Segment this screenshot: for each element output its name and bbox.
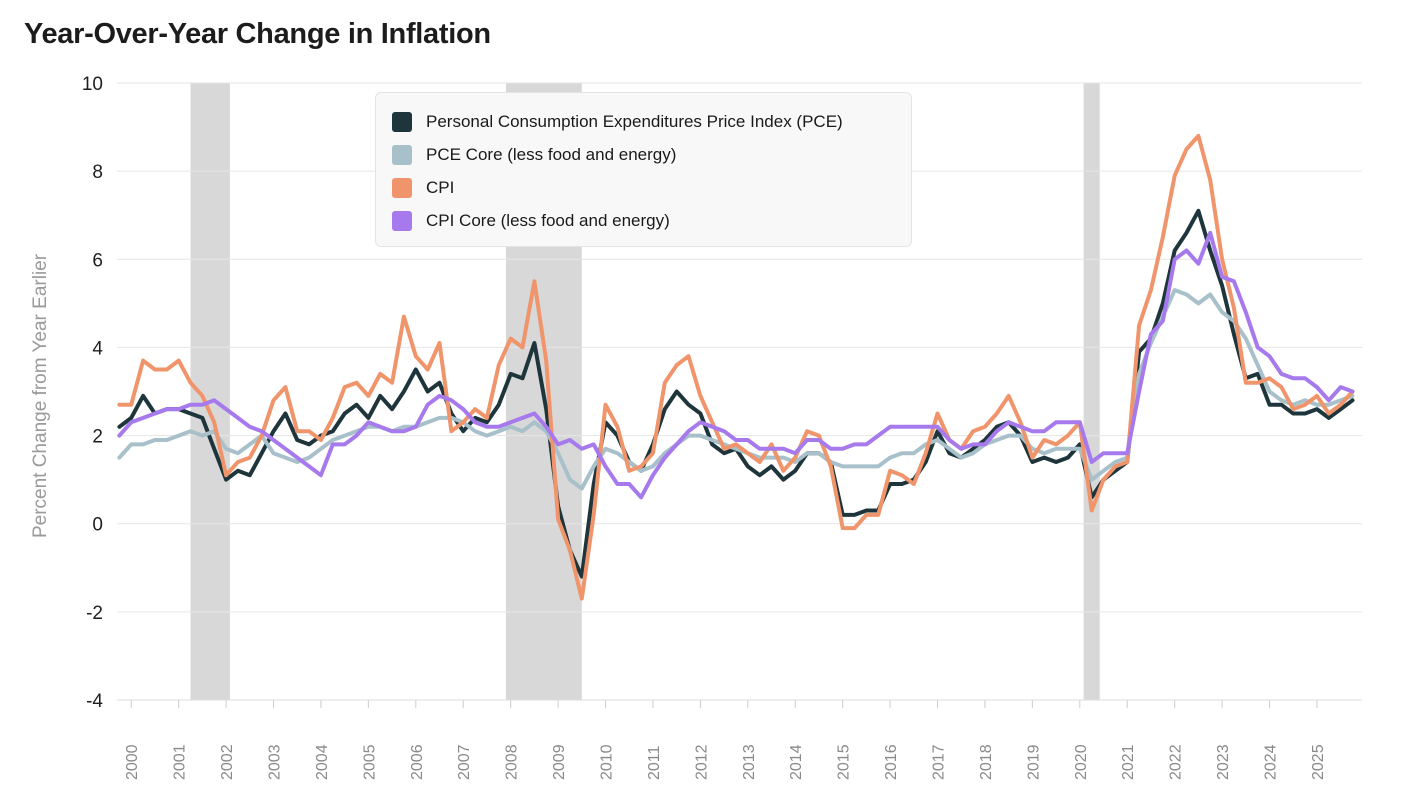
chart-title: Year-Over-Year Change in Inflation bbox=[24, 18, 491, 50]
x-tick-label: 2023 bbox=[1215, 744, 1232, 780]
series-line-0 bbox=[117, 208, 1355, 579]
legend: Personal Consumption Expenditures Price … bbox=[375, 92, 912, 247]
legend-label-pce: Personal Consumption Expenditures Price … bbox=[426, 112, 843, 131]
legend-swatch-cpi bbox=[392, 178, 412, 198]
x-tick-label: 2019 bbox=[1025, 744, 1042, 780]
x-tick-label: 2020 bbox=[1073, 744, 1090, 780]
x-tick-label: 2014 bbox=[788, 744, 805, 780]
y-tick-label: 4 bbox=[92, 338, 103, 359]
y-tick-label: -2 bbox=[86, 603, 103, 624]
recession-band-2 bbox=[1083, 83, 1100, 700]
legend-swatch-pce-core bbox=[392, 145, 412, 165]
x-tick-label: 2006 bbox=[409, 744, 426, 780]
x-tick-label: 2024 bbox=[1263, 744, 1280, 780]
x-tick-label: 2018 bbox=[978, 744, 995, 780]
x-tick-label: 2012 bbox=[693, 744, 710, 780]
legend-swatch-pce bbox=[392, 112, 412, 132]
y-axis-ticks: -4 -2 0 2 4 6 8 10 bbox=[82, 74, 104, 712]
x-tick-label: 2004 bbox=[314, 744, 331, 780]
x-tick-label: 2016 bbox=[883, 744, 900, 780]
x-axis-ticks: 2000 2001 2002 2003 2004 2005 2006 2007 2008 2009… bbox=[117, 699, 1362, 780]
series-line-2 bbox=[117, 133, 1355, 601]
legend-item-cpi-core[interactable]: CPI Core (less food and energy) bbox=[392, 209, 670, 233]
x-tick-label: 2005 bbox=[361, 744, 378, 780]
x-tick-label: 2007 bbox=[456, 744, 473, 780]
x-tick-label: 2009 bbox=[551, 744, 568, 780]
x-tick-label: 2003 bbox=[267, 744, 284, 780]
y-tick-label: -4 bbox=[86, 691, 103, 712]
series-lines bbox=[117, 133, 1355, 601]
series-line-3 bbox=[117, 230, 1355, 500]
x-tick-label: 2001 bbox=[172, 744, 189, 780]
y-tick-label: 8 bbox=[92, 162, 103, 183]
x-tick-label: 2013 bbox=[741, 744, 758, 780]
x-tick-label: 2025 bbox=[1310, 744, 1327, 780]
y-tick-label: 0 bbox=[92, 515, 103, 536]
x-tick-label: 2000 bbox=[124, 744, 141, 780]
legend-label-cpi-core: CPI Core (less food and energy) bbox=[426, 211, 670, 230]
legend-item-pce[interactable]: Personal Consumption Expenditures Price … bbox=[392, 110, 843, 134]
x-tick-label: 2008 bbox=[504, 744, 521, 780]
y-axis-label: Percent Change from Year Earlier bbox=[30, 253, 51, 538]
x-tick-label: 2010 bbox=[599, 744, 616, 780]
legend-item-cpi[interactable]: CPI bbox=[392, 176, 454, 200]
x-tick-label: 2002 bbox=[219, 744, 236, 780]
legend-label-cpi: CPI bbox=[426, 178, 455, 197]
legend-label-pce-core: PCE Core (less food and energy) bbox=[426, 145, 677, 164]
x-tick-label: 2022 bbox=[1168, 744, 1185, 780]
legend-swatch-cpi-core bbox=[392, 211, 412, 231]
series-line-1 bbox=[117, 288, 1355, 491]
y-tick-label: 10 bbox=[82, 74, 103, 95]
x-tick-label: 2021 bbox=[1120, 744, 1137, 780]
y-tick-label: 2 bbox=[92, 427, 103, 448]
legend-item-pce-core[interactable]: PCE Core (less food and energy) bbox=[392, 143, 676, 167]
x-tick-label: 2017 bbox=[931, 744, 948, 780]
y-tick-label: 6 bbox=[92, 250, 103, 271]
x-tick-label: 2015 bbox=[836, 744, 853, 780]
x-tick-label: 2011 bbox=[646, 745, 663, 780]
